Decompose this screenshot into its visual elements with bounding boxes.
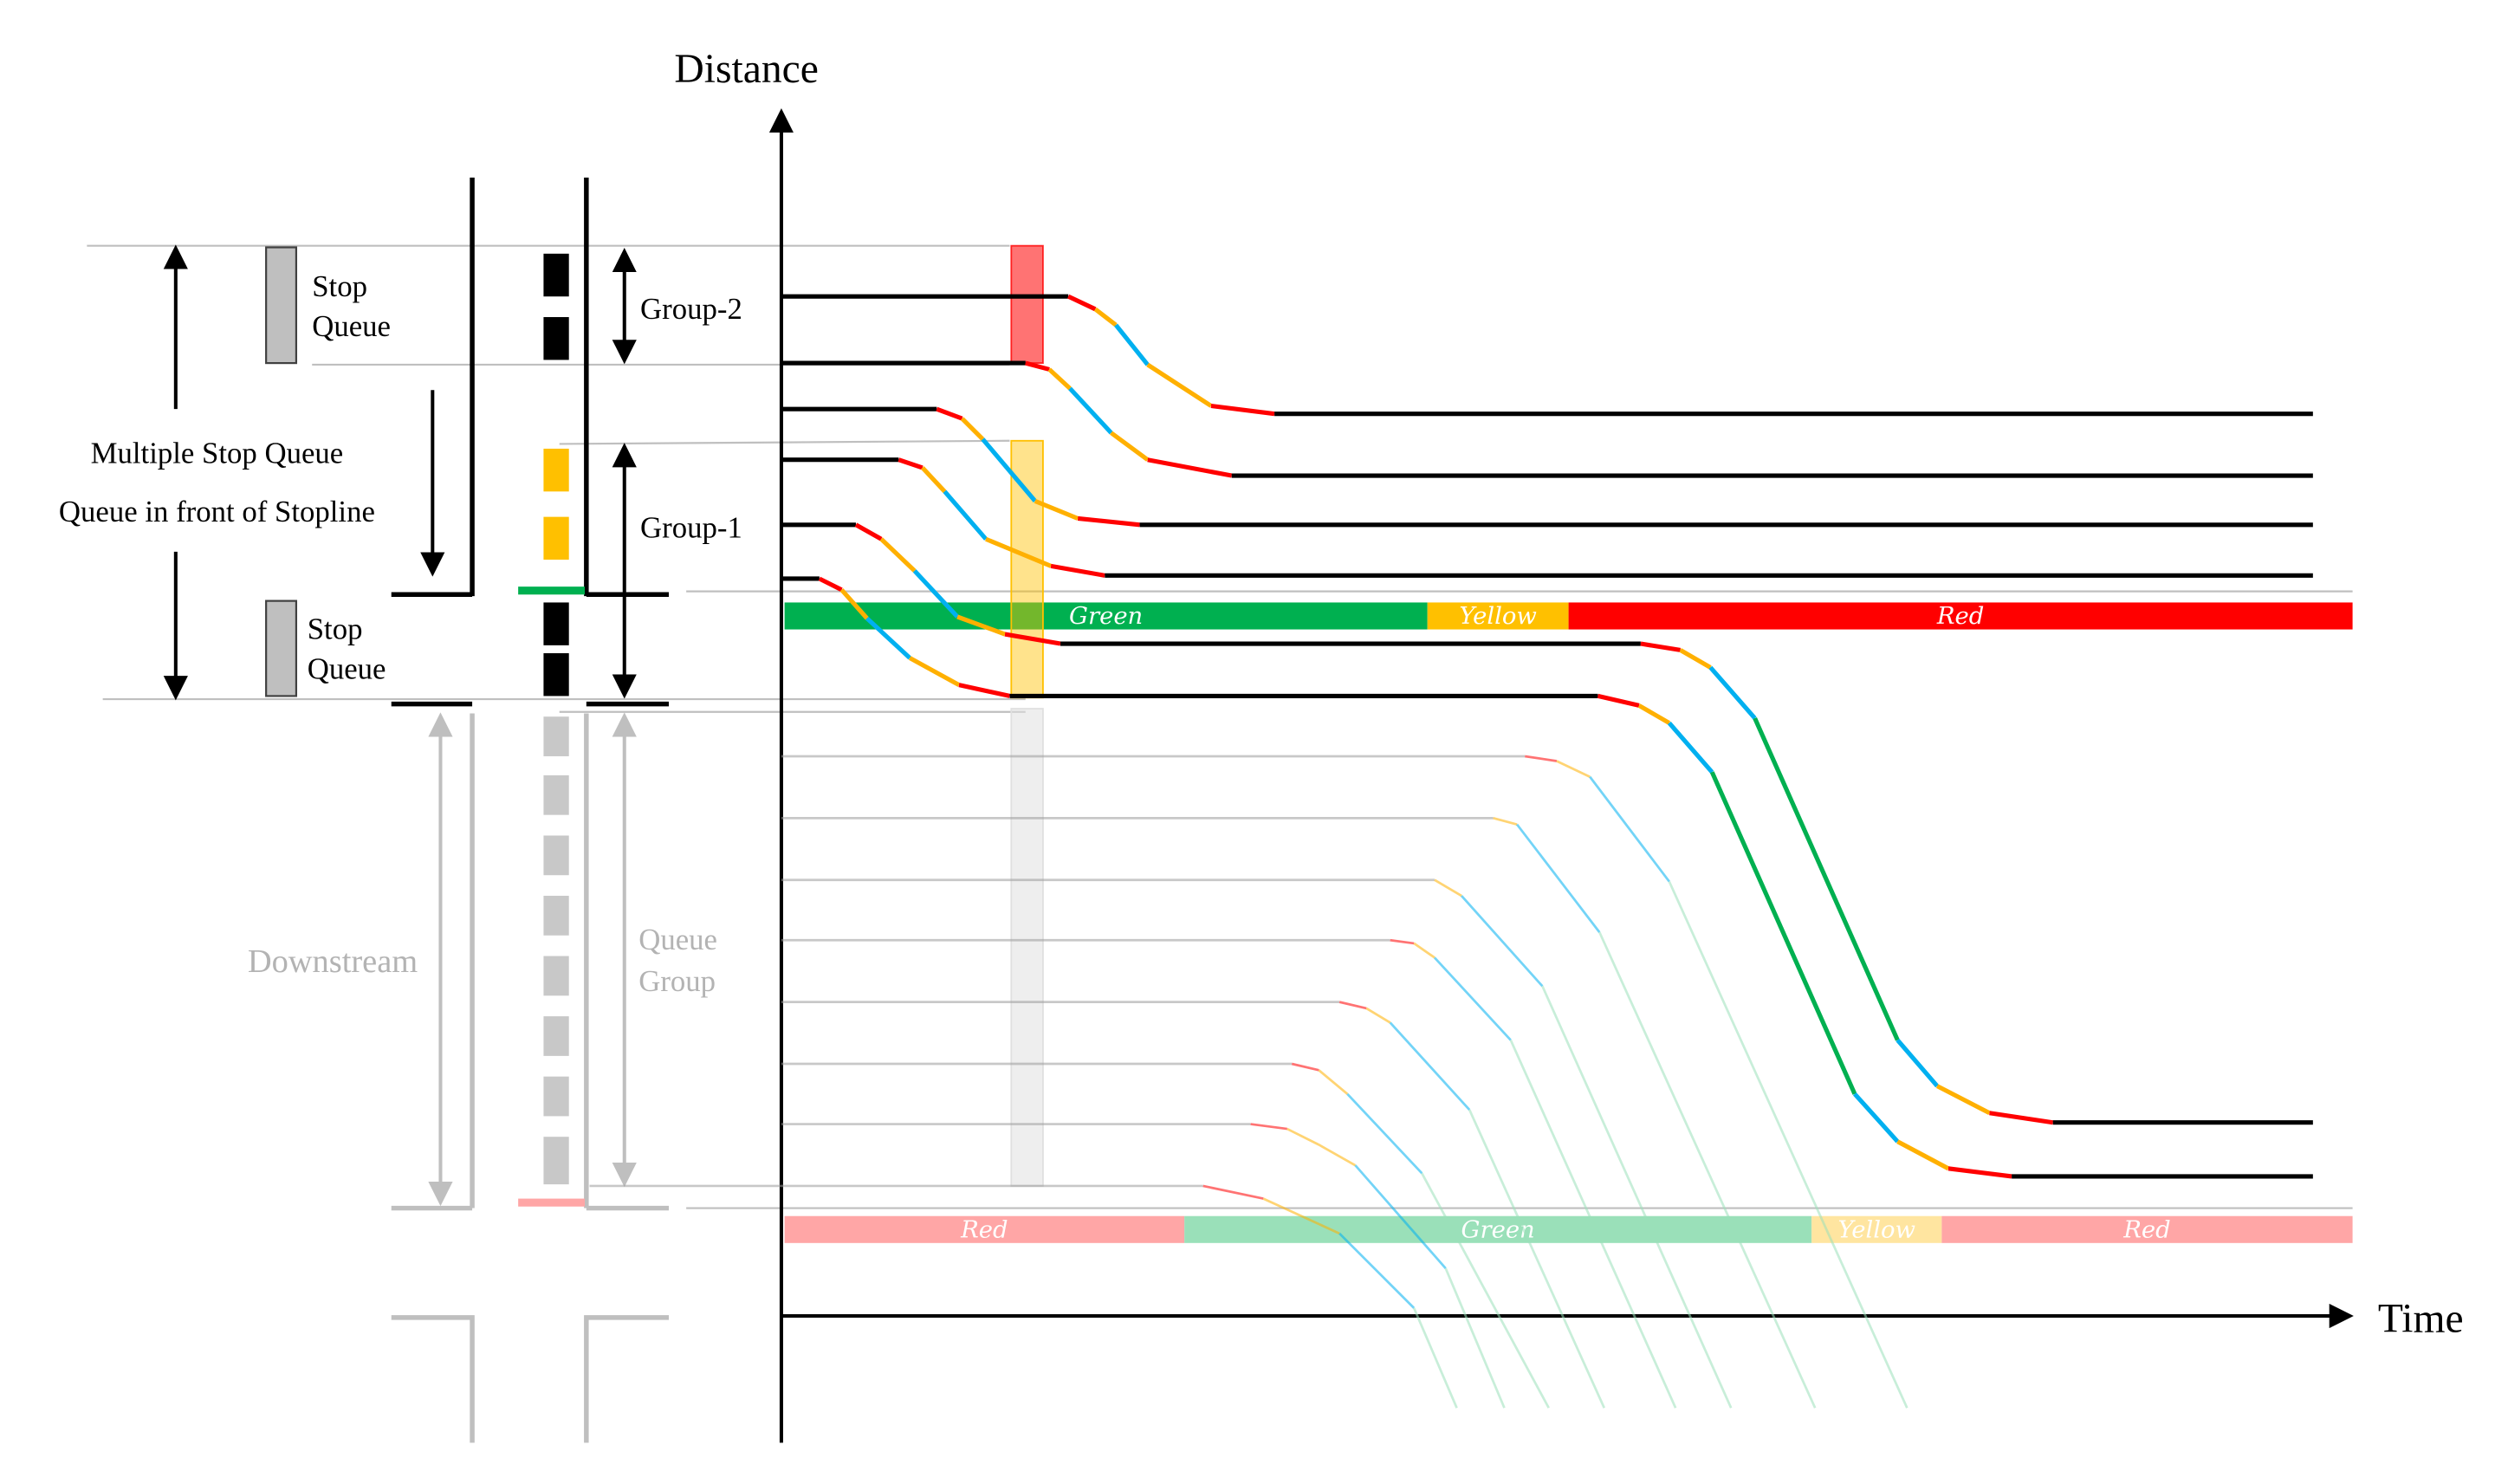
- queue-group-highlight: [1010, 708, 1044, 1187]
- queue-in-front-label: Queue in front of Stopline: [59, 495, 375, 528]
- trajectory-g1-follow: [781, 457, 2313, 578]
- group-1-label: Group-1: [640, 510, 742, 544]
- cross-road-lower-right: [584, 1315, 670, 1443]
- signal-phase-red: [784, 1215, 1185, 1243]
- cross-road-lower-left: [391, 1315, 475, 1443]
- vehicles-group-1: [543, 448, 569, 561]
- vehicle: [543, 896, 569, 936]
- queue-group-line1: Queue: [638, 923, 717, 956]
- y-axis-label: Distance: [674, 47, 818, 92]
- vehicle: [543, 1016, 569, 1056]
- stop-queue-bottom-line2: Queue: [308, 651, 386, 685]
- signal-phase-green: [784, 602, 1428, 630]
- signal-phase-label: Red: [1936, 603, 1984, 630]
- vehicle: [543, 835, 569, 876]
- group-2-highlight: [1010, 244, 1044, 365]
- x-axis-label: Time: [2378, 1296, 2464, 1341]
- signal-phase-label: Red: [2122, 1216, 2170, 1243]
- signal-phase-label: Yellow: [1837, 1216, 1915, 1243]
- trajectory-g2-follow: [781, 360, 2313, 478]
- vehicle: [543, 602, 569, 645]
- vehicle: [543, 317, 569, 360]
- faded-trajectory: [781, 755, 1909, 1409]
- faded-trajectories: [589, 755, 1909, 1409]
- trajectory-front-lead: [781, 522, 2313, 1125]
- vehicle: [543, 956, 569, 996]
- trajectory-g1-lead: [781, 406, 2313, 528]
- downstream-label: Downstream: [248, 943, 418, 980]
- upstream-signal-phases: Green Yellow Red: [784, 602, 2353, 630]
- trajectory-front-follow: [781, 576, 2313, 1179]
- signal-phase-label: Green: [1069, 603, 1143, 630]
- annotation-arrows: [163, 244, 637, 701]
- stop-queue-top-line2: Queue: [312, 309, 391, 343]
- trajectories: [781, 294, 2313, 1179]
- vehicle: [543, 1137, 569, 1185]
- stop-queue-marker-top: [265, 246, 298, 365]
- vehicle: [543, 774, 569, 815]
- trajectory-g2-lead: [781, 294, 2313, 417]
- stop-queue-bottom-line1: Stop: [308, 612, 363, 646]
- vehicle: [543, 516, 569, 561]
- multiple-stop-queue-label: Multiple Stop Queue: [91, 436, 344, 470]
- vehicle: [543, 1076, 569, 1117]
- road-lower: [391, 713, 670, 1443]
- signal-phase-red: [1568, 602, 2353, 630]
- vehicles-stop-queue-front: [543, 602, 569, 697]
- road-upper: [391, 177, 670, 707]
- vehicles-queue-group: [543, 716, 569, 1185]
- stop-queue-top-line1: Stop: [312, 269, 367, 303]
- faded-trajectory: [781, 1001, 1606, 1409]
- stop-queue-marker-bottom: [265, 599, 298, 697]
- vehicle: [543, 448, 569, 492]
- faded-trajectory: [781, 1123, 1506, 1409]
- group-2-label: Group-2: [640, 292, 742, 326]
- signal-phase-label: Yellow: [1459, 603, 1537, 630]
- downstream-signal-phases: Red Green Yellow Red: [784, 1215, 2353, 1243]
- downstream-signal-bar: [518, 1198, 586, 1207]
- faded-trajectory: [781, 938, 1677, 1409]
- vehicles-group-2: [543, 253, 569, 360]
- vehicle: [543, 253, 569, 297]
- faded-trajectory: [781, 1062, 1550, 1409]
- upstream-signal-bar: [518, 586, 586, 595]
- faded-trajectory: [589, 1184, 1458, 1409]
- signal-phase-yellow: [1427, 602, 1569, 630]
- faded-trajectory: [781, 816, 1817, 1409]
- annotation-arrows-faded: [428, 712, 637, 1207]
- signal-phase-yellow: [1811, 1215, 1942, 1243]
- guide-group1-top: [559, 439, 1010, 445]
- signal-phase-red: [1941, 1215, 2353, 1243]
- queue-group-line2: Group: [638, 964, 716, 998]
- signal-phase-green: [1184, 1215, 1812, 1243]
- vehicle: [543, 716, 569, 756]
- signal-phase-label: Red: [960, 1216, 1008, 1243]
- vehicle: [543, 653, 569, 697]
- faded-trajectory: [781, 878, 1733, 1409]
